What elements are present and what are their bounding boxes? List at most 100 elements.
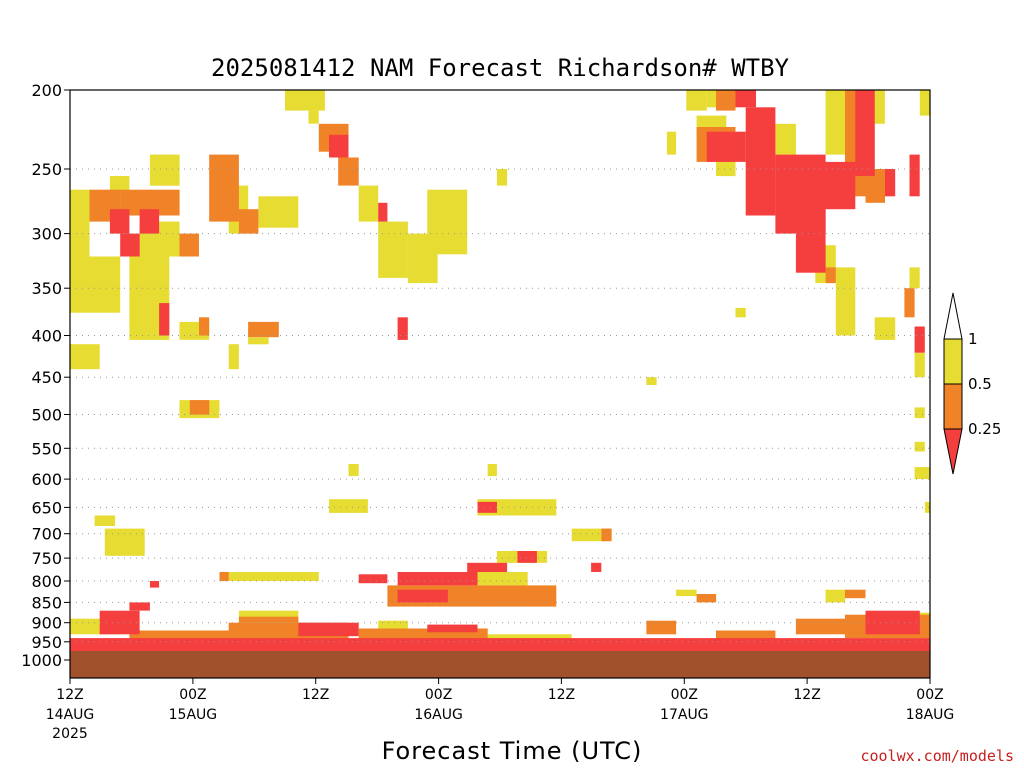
heatmap-cell — [835, 267, 856, 336]
x-tick-label: 12Z — [548, 687, 575, 703]
heatmap-cell — [909, 267, 920, 289]
colorbar-label: 1 — [968, 330, 978, 348]
heatmap-cell — [70, 344, 100, 370]
heatmap-cell — [487, 464, 497, 477]
y-tick-label: 1000 — [21, 651, 62, 670]
x-tick-year: 2025 — [52, 726, 88, 742]
heatmap-cell — [348, 464, 359, 477]
y-tick-label: 250 — [31, 160, 62, 179]
heatmap-cell — [795, 209, 826, 273]
ground-band — [70, 651, 930, 678]
heatmap-cell — [496, 169, 508, 186]
colorbar-label: 0.5 — [968, 375, 992, 393]
heatmap-cell — [874, 317, 896, 340]
heatmap-cell — [591, 562, 602, 572]
colorbar-legend: 1 0.5 0.25 — [943, 292, 1001, 475]
heatmap-cell — [845, 589, 866, 599]
x-tick-date: 16AUG — [414, 707, 463, 723]
heatmap-cell — [601, 528, 612, 542]
ground-fill — [70, 651, 930, 678]
heatmap-cell — [358, 185, 379, 222]
heatmap-cell — [209, 154, 239, 222]
y-tick-label: 550 — [31, 439, 62, 458]
heatmap-cell — [199, 317, 210, 336]
heatmap-cell — [487, 634, 572, 642]
x-tick-date: 18AUG — [906, 707, 955, 723]
heatmap-cell — [517, 551, 537, 563]
heatmap-cell — [378, 202, 388, 222]
heatmap-cell — [397, 572, 478, 586]
y-tick-label: 900 — [31, 614, 62, 633]
heatmap-cell — [865, 169, 885, 203]
heatmap-cell — [924, 501, 930, 513]
heatmap-cell — [149, 581, 160, 588]
heatmap-cell — [70, 189, 90, 313]
heatmap-cell — [676, 589, 697, 597]
colorbar-segment-yellow — [943, 338, 963, 385]
y-tick-label: 300 — [31, 225, 62, 244]
heatmap-cell — [329, 499, 368, 513]
y-axis: 200 250 300 350 400 450 500 550 600 650 700 750 800 8… — [21, 81, 70, 670]
heatmap-cell — [378, 221, 408, 278]
heatmap-cell — [855, 90, 875, 176]
heatmap-cell — [666, 131, 677, 155]
heatmap-cell — [706, 90, 716, 108]
y-tick-label: 350 — [31, 279, 62, 298]
heatmap-cell — [329, 134, 349, 158]
heatmap-cell — [686, 90, 707, 111]
heatmap-cell — [477, 572, 528, 586]
x-tick-label: 00Z — [671, 687, 698, 703]
heatmap-cell — [914, 407, 925, 419]
heatmap-cell — [914, 326, 925, 353]
heatmap-cell — [477, 499, 557, 516]
x-tick-date: 15AUG — [169, 707, 218, 723]
heatmap-cell — [238, 209, 259, 234]
colorbar-under-triangle — [943, 428, 963, 475]
heatmap-cell — [716, 161, 736, 177]
colorbar-over-triangle — [943, 292, 963, 340]
heatmap-cell — [805, 161, 856, 210]
heatmap-cell — [825, 90, 846, 155]
heatmap-cell — [825, 589, 846, 603]
x-tick-date: 14AUG — [46, 707, 95, 723]
heatmap-cell — [477, 501, 497, 513]
heatmap-cell — [104, 528, 145, 556]
heatmap-cell — [238, 616, 299, 623]
x-tick-label: 00Z — [179, 687, 206, 703]
y-tick-label: 700 — [31, 525, 62, 544]
heatmap-cell — [149, 154, 180, 186]
y-tick-label: 450 — [31, 368, 62, 387]
heatmap-cell — [914, 467, 930, 480]
heatmap-cell — [159, 303, 170, 336]
colorbar-label: 0.25 — [968, 420, 1001, 438]
heatmap-cell — [189, 400, 210, 415]
chart-title: 2025081412 NAM Forecast Richardson# WTBY — [211, 54, 790, 82]
heatmap-cell — [914, 352, 925, 378]
heatmap-cell — [120, 233, 140, 257]
y-tick-label: 850 — [31, 593, 62, 612]
x-tick-label: 00Z — [916, 687, 943, 703]
heatmap-cell — [219, 572, 229, 581]
heatmap-cell — [735, 307, 746, 318]
heatmap-cell — [775, 123, 796, 155]
heatmap-cell — [298, 622, 359, 637]
heatmap-cell — [258, 196, 299, 228]
heatmap-cell — [285, 90, 325, 111]
x-tick-label: 12Z — [793, 687, 820, 703]
heatmap-cell — [179, 233, 199, 257]
heatmap-cell — [308, 110, 319, 124]
heatmap-cell — [716, 630, 776, 640]
x-tick-label: 12Z — [302, 687, 329, 703]
heatmap-cell — [885, 169, 896, 197]
heatmap-cell — [228, 344, 239, 370]
y-tick-label: 400 — [31, 327, 62, 346]
heatmap-cell — [378, 620, 408, 629]
credit-text[interactable]: coolwx.com/models — [860, 747, 1014, 765]
y-tick-label: 800 — [31, 572, 62, 591]
heatmap-cell — [696, 594, 717, 603]
heatmap-cell — [716, 90, 736, 111]
y-tick-label: 750 — [31, 549, 62, 568]
heatmap-cell — [129, 630, 239, 640]
x-tick-label: 12Z — [56, 687, 83, 703]
